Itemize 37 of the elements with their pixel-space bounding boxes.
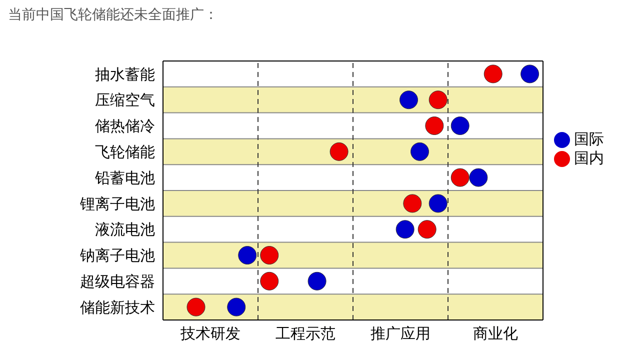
point — [308, 272, 326, 290]
chart-title: 当前中国飞轮储能还未全面推广： — [8, 7, 219, 25]
legend-label: 国际 — [574, 130, 604, 148]
point — [400, 90, 418, 110]
point — [410, 142, 430, 161]
point — [260, 272, 279, 290]
point — [403, 194, 422, 213]
legend-label: 国内 — [574, 149, 604, 167]
y-tick-label: 飞轮储能 — [95, 142, 155, 161]
text: 商业化 — [473, 324, 518, 343]
point — [425, 116, 444, 135]
y-tick-label: 超级电容器 — [80, 272, 155, 290]
point — [227, 298, 246, 316]
point — [450, 168, 470, 187]
text: 推广应用 — [370, 324, 430, 343]
point — [238, 246, 257, 264]
y-tick-label: 锂离子电池 — [79, 194, 155, 213]
point — [418, 220, 436, 239]
text: 工程示范 — [276, 324, 336, 343]
point — [520, 64, 540, 84]
point — [450, 116, 470, 135]
y-tick-label: 铅蓄电池 — [94, 168, 155, 187]
text: 技术研发 — [180, 324, 240, 343]
y-tick-label: 抽水蓄能 — [95, 65, 155, 84]
point — [484, 64, 502, 84]
y-tick-label: 液流电池 — [95, 220, 155, 239]
point — [260, 246, 279, 264]
y-tick-label: 钠离子电池 — [79, 246, 155, 265]
point — [330, 142, 348, 161]
point — [428, 90, 448, 110]
y-tick-label: 压缩空气 — [95, 91, 155, 110]
point — [428, 194, 448, 213]
y-tick-label: 储热储冷 — [95, 117, 155, 136]
point — [396, 220, 414, 239]
point — [186, 298, 206, 316]
y-tick-label: 储能新技术 — [80, 298, 155, 316]
point — [469, 168, 488, 187]
